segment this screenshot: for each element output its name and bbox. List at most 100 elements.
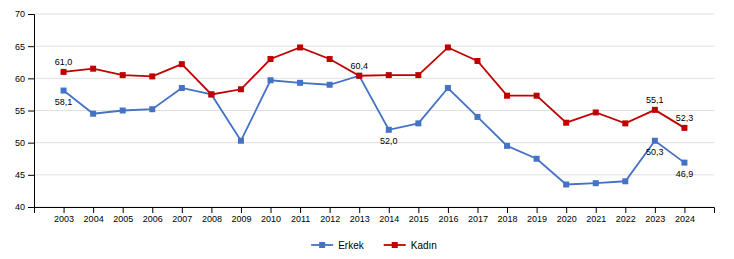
x-tick-label: 2010 bbox=[261, 214, 281, 224]
point bbox=[652, 138, 658, 144]
point bbox=[268, 77, 274, 83]
marks bbox=[61, 44, 688, 187]
point bbox=[238, 86, 244, 92]
point bbox=[474, 58, 480, 64]
point bbox=[238, 138, 244, 144]
data-label: 61,0 bbox=[55, 57, 73, 67]
x-tick-mark bbox=[359, 207, 360, 213]
x-tick-mark bbox=[93, 207, 94, 213]
x-tick-mark bbox=[448, 207, 449, 213]
x-tick-mark bbox=[152, 207, 153, 213]
x-tick-label: 2013 bbox=[350, 214, 370, 224]
x-tick: 2009 bbox=[231, 207, 251, 224]
point bbox=[563, 181, 569, 187]
point bbox=[386, 72, 392, 78]
x-tick-label: 2021 bbox=[586, 214, 606, 224]
grid-line bbox=[34, 78, 714, 79]
x-tick-label: 2017 bbox=[468, 214, 488, 224]
series-line bbox=[64, 76, 685, 185]
x-tick-mark bbox=[300, 207, 301, 213]
data-label: 46,9 bbox=[676, 169, 694, 179]
x-tick: 2006 bbox=[143, 207, 163, 224]
point bbox=[90, 111, 96, 117]
point bbox=[415, 72, 421, 78]
x-tick-label: 2018 bbox=[498, 214, 518, 224]
x-tick: 2019 bbox=[527, 207, 547, 224]
legend-item: Erkek bbox=[311, 240, 365, 251]
x-tick-label: 2005 bbox=[113, 214, 133, 224]
legend-label: Erkek bbox=[338, 240, 365, 251]
grid-line bbox=[34, 174, 714, 175]
x-tick: 2016 bbox=[438, 207, 458, 224]
chart: 2003200420052006200720082009201020112012… bbox=[0, 0, 734, 259]
point bbox=[297, 44, 303, 50]
grid bbox=[34, 14, 714, 207]
data-label: 60,4 bbox=[350, 61, 368, 71]
y-tick-mark bbox=[28, 78, 34, 79]
point bbox=[474, 114, 480, 120]
point bbox=[61, 88, 67, 94]
x-tick-label: 2004 bbox=[84, 214, 104, 224]
x-tick-label: 2006 bbox=[143, 214, 163, 224]
point bbox=[386, 127, 392, 133]
point bbox=[504, 143, 510, 149]
x-tick: 2011 bbox=[291, 207, 310, 224]
legend-marker bbox=[392, 242, 398, 248]
legend: Erkek Kadın bbox=[311, 240, 437, 251]
x-tick: 2015 bbox=[409, 207, 429, 224]
x-tick: 2022 bbox=[616, 207, 636, 224]
y-tick-label: 55 bbox=[15, 106, 25, 116]
point bbox=[149, 73, 155, 79]
x-tick: 2014 bbox=[379, 207, 399, 224]
y-tick-label: 40 bbox=[15, 202, 25, 212]
point bbox=[652, 107, 658, 113]
x-tick-label: 2022 bbox=[616, 214, 636, 224]
x-tick-mark bbox=[684, 207, 685, 213]
point bbox=[297, 80, 303, 86]
y-tick-label: 70 bbox=[15, 9, 25, 19]
point bbox=[61, 69, 67, 75]
x-tick: 2013 bbox=[350, 207, 370, 224]
x-tick-label: 2011 bbox=[291, 214, 310, 224]
plot: 2003200420052006200720082009201020112012… bbox=[15, 9, 715, 224]
point bbox=[622, 120, 628, 126]
data-label: 50,3 bbox=[646, 147, 664, 157]
x-tick: 2012 bbox=[320, 207, 340, 224]
x-tick-mark bbox=[625, 207, 626, 213]
x-tick-mark bbox=[566, 207, 567, 213]
x-tick-mark bbox=[211, 207, 212, 213]
point bbox=[445, 85, 451, 91]
x-tick-mark bbox=[123, 207, 124, 213]
x-tick-mark bbox=[507, 207, 508, 213]
point bbox=[149, 106, 155, 112]
point bbox=[681, 160, 687, 166]
x-tick: 2007 bbox=[172, 207, 192, 224]
y-tick-mark bbox=[28, 175, 34, 176]
y-tick: 65 bbox=[15, 42, 34, 52]
x-tick: 2010 bbox=[261, 207, 281, 224]
point bbox=[327, 56, 333, 62]
point bbox=[268, 56, 274, 62]
x-tick: 2020 bbox=[557, 207, 577, 224]
point bbox=[593, 109, 599, 115]
x-tick: 2004 bbox=[84, 207, 104, 224]
x-tick-label: 2024 bbox=[675, 214, 695, 224]
point bbox=[120, 108, 126, 114]
legend-label: Kadın bbox=[411, 240, 437, 251]
y-tick: 60 bbox=[15, 74, 34, 84]
x-tick-mark bbox=[537, 207, 538, 213]
point bbox=[179, 85, 185, 91]
x-tick-label: 2019 bbox=[527, 214, 547, 224]
point bbox=[415, 120, 421, 126]
x-axis: 2003200420052006200720082009201020112012… bbox=[35, 207, 715, 224]
x-tick-mark bbox=[596, 207, 597, 213]
y-axis: 40455055606570 bbox=[15, 9, 35, 212]
x-tick-label: 2023 bbox=[645, 214, 665, 224]
x-tick-label: 2015 bbox=[409, 214, 429, 224]
x-tick-label: 2016 bbox=[438, 214, 458, 224]
y-axis-line bbox=[28, 15, 35, 208]
legend-marker bbox=[319, 242, 325, 248]
point bbox=[534, 93, 540, 99]
point bbox=[179, 61, 185, 67]
grid-line bbox=[34, 14, 714, 15]
